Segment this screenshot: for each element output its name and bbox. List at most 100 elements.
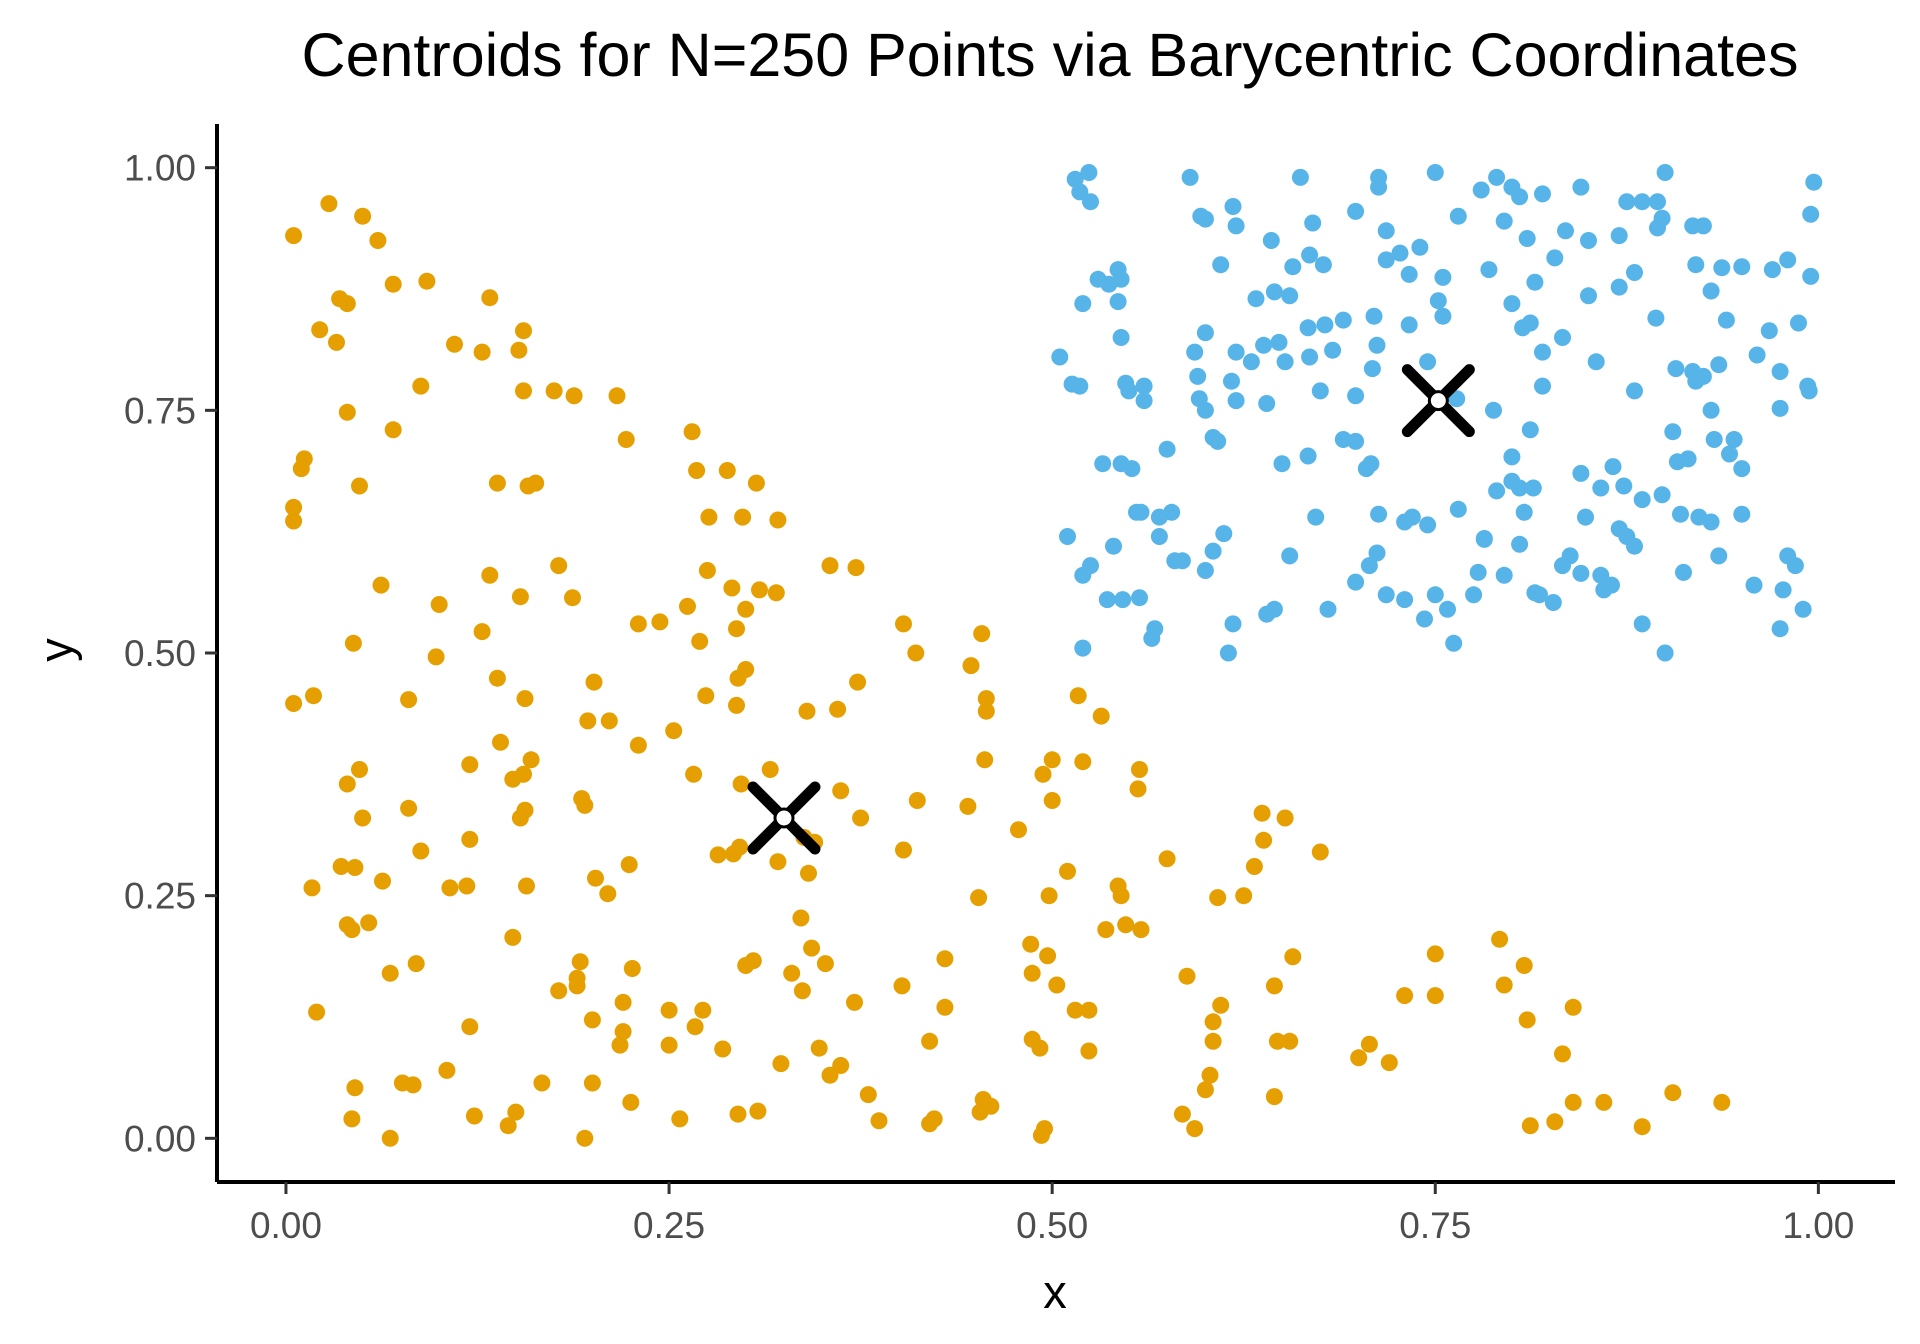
data-point: [1273, 455, 1291, 473]
data-point: [925, 1110, 943, 1128]
data-point: [515, 765, 532, 783]
data-point: [458, 877, 476, 895]
centroid-marker-1: [747, 781, 821, 855]
data-point: [1426, 945, 1444, 963]
data-point: [1010, 821, 1027, 839]
data-point: [747, 474, 765, 492]
data-point: [522, 751, 540, 769]
data-point: [311, 321, 329, 339]
data-point: [1150, 508, 1168, 526]
data-point: [1587, 353, 1605, 371]
data-point: [1360, 1035, 1378, 1053]
data-point: [1098, 591, 1116, 609]
data-point: [1774, 581, 1792, 599]
data-point: [510, 341, 528, 359]
data-point: [285, 227, 303, 245]
data-point: [346, 859, 364, 876]
data-point: [1779, 251, 1797, 269]
data-point: [1802, 267, 1820, 285]
data-point: [1377, 586, 1395, 604]
data-point: [728, 620, 745, 638]
data-point: [285, 498, 303, 516]
data-point: [600, 712, 618, 730]
data-point: [1173, 1105, 1191, 1123]
data-point: [504, 928, 522, 946]
data-point: [1082, 557, 1099, 575]
data-point: [959, 797, 977, 815]
data-point: [1189, 367, 1207, 385]
data-point: [1196, 1081, 1214, 1099]
data-point: [1592, 566, 1610, 584]
data-point: [1314, 256, 1332, 274]
data-point: [893, 977, 911, 995]
data-point: [683, 423, 701, 441]
data-point: [1204, 542, 1222, 560]
data-point: [1426, 164, 1444, 181]
data-point: [907, 644, 925, 662]
data-point: [1518, 230, 1536, 247]
data-point: [1255, 336, 1273, 354]
data-point: [761, 761, 779, 778]
data-point: [623, 960, 641, 977]
chart-title: Centroids for N=250 Points via Barycentr…: [302, 21, 1799, 89]
data-point: [1114, 591, 1132, 609]
data-point: [1400, 316, 1418, 334]
data-point: [1733, 258, 1751, 276]
data-point: [1276, 809, 1294, 827]
data-point: [749, 1102, 767, 1120]
data-point: [407, 955, 425, 973]
data-point: [1215, 525, 1233, 543]
data-point: [465, 1107, 483, 1125]
data-point: [1311, 843, 1329, 861]
data-point: [1725, 431, 1743, 448]
data-point: [660, 1036, 678, 1054]
data-point: [1544, 594, 1562, 611]
data-point: [1192, 207, 1210, 225]
data-point: [1265, 1088, 1283, 1106]
data-point: [1031, 1039, 1049, 1057]
data-point: [1572, 464, 1590, 482]
data-point: [320, 195, 338, 213]
data-point: [1656, 644, 1674, 662]
data-point: [798, 702, 816, 720]
data-point: [1368, 336, 1386, 354]
data-point: [1664, 1084, 1682, 1102]
data-point: [550, 557, 568, 575]
data-point: [1419, 353, 1437, 371]
data-point: [1426, 586, 1444, 604]
data-point: [1048, 976, 1066, 994]
data-point: [1039, 947, 1057, 965]
data-point: [1080, 164, 1098, 181]
data-point: [1503, 448, 1521, 466]
data-point: [973, 625, 991, 643]
data-point: [545, 382, 563, 400]
data-point: [384, 275, 402, 293]
data-point: [1449, 500, 1467, 518]
data-point: [1301, 348, 1319, 366]
data-point: [1572, 564, 1590, 582]
data-point: [1258, 395, 1276, 412]
data-point: [1131, 761, 1148, 778]
data-point: [568, 977, 586, 995]
data-point: [285, 512, 303, 530]
data-point: [1786, 557, 1804, 575]
data-point: [1235, 887, 1253, 905]
data-point: [1618, 193, 1636, 211]
data-point: [1158, 850, 1176, 868]
data-point: [1577, 508, 1594, 526]
data-point: [1377, 251, 1395, 269]
y-tick-label: 0.75: [124, 390, 196, 431]
data-point: [461, 1018, 479, 1036]
data-point: [622, 1093, 640, 1111]
data-point: [1472, 181, 1490, 199]
data-point: [473, 343, 491, 361]
data-point: [1511, 535, 1529, 553]
data-point: [1604, 458, 1622, 476]
data-point: [1554, 329, 1571, 346]
data-point: [1488, 168, 1506, 186]
data-point: [1247, 290, 1265, 308]
data-point: [1270, 333, 1288, 351]
data-point: [832, 782, 850, 800]
data-point: [511, 809, 529, 827]
data-point: [1524, 479, 1542, 497]
